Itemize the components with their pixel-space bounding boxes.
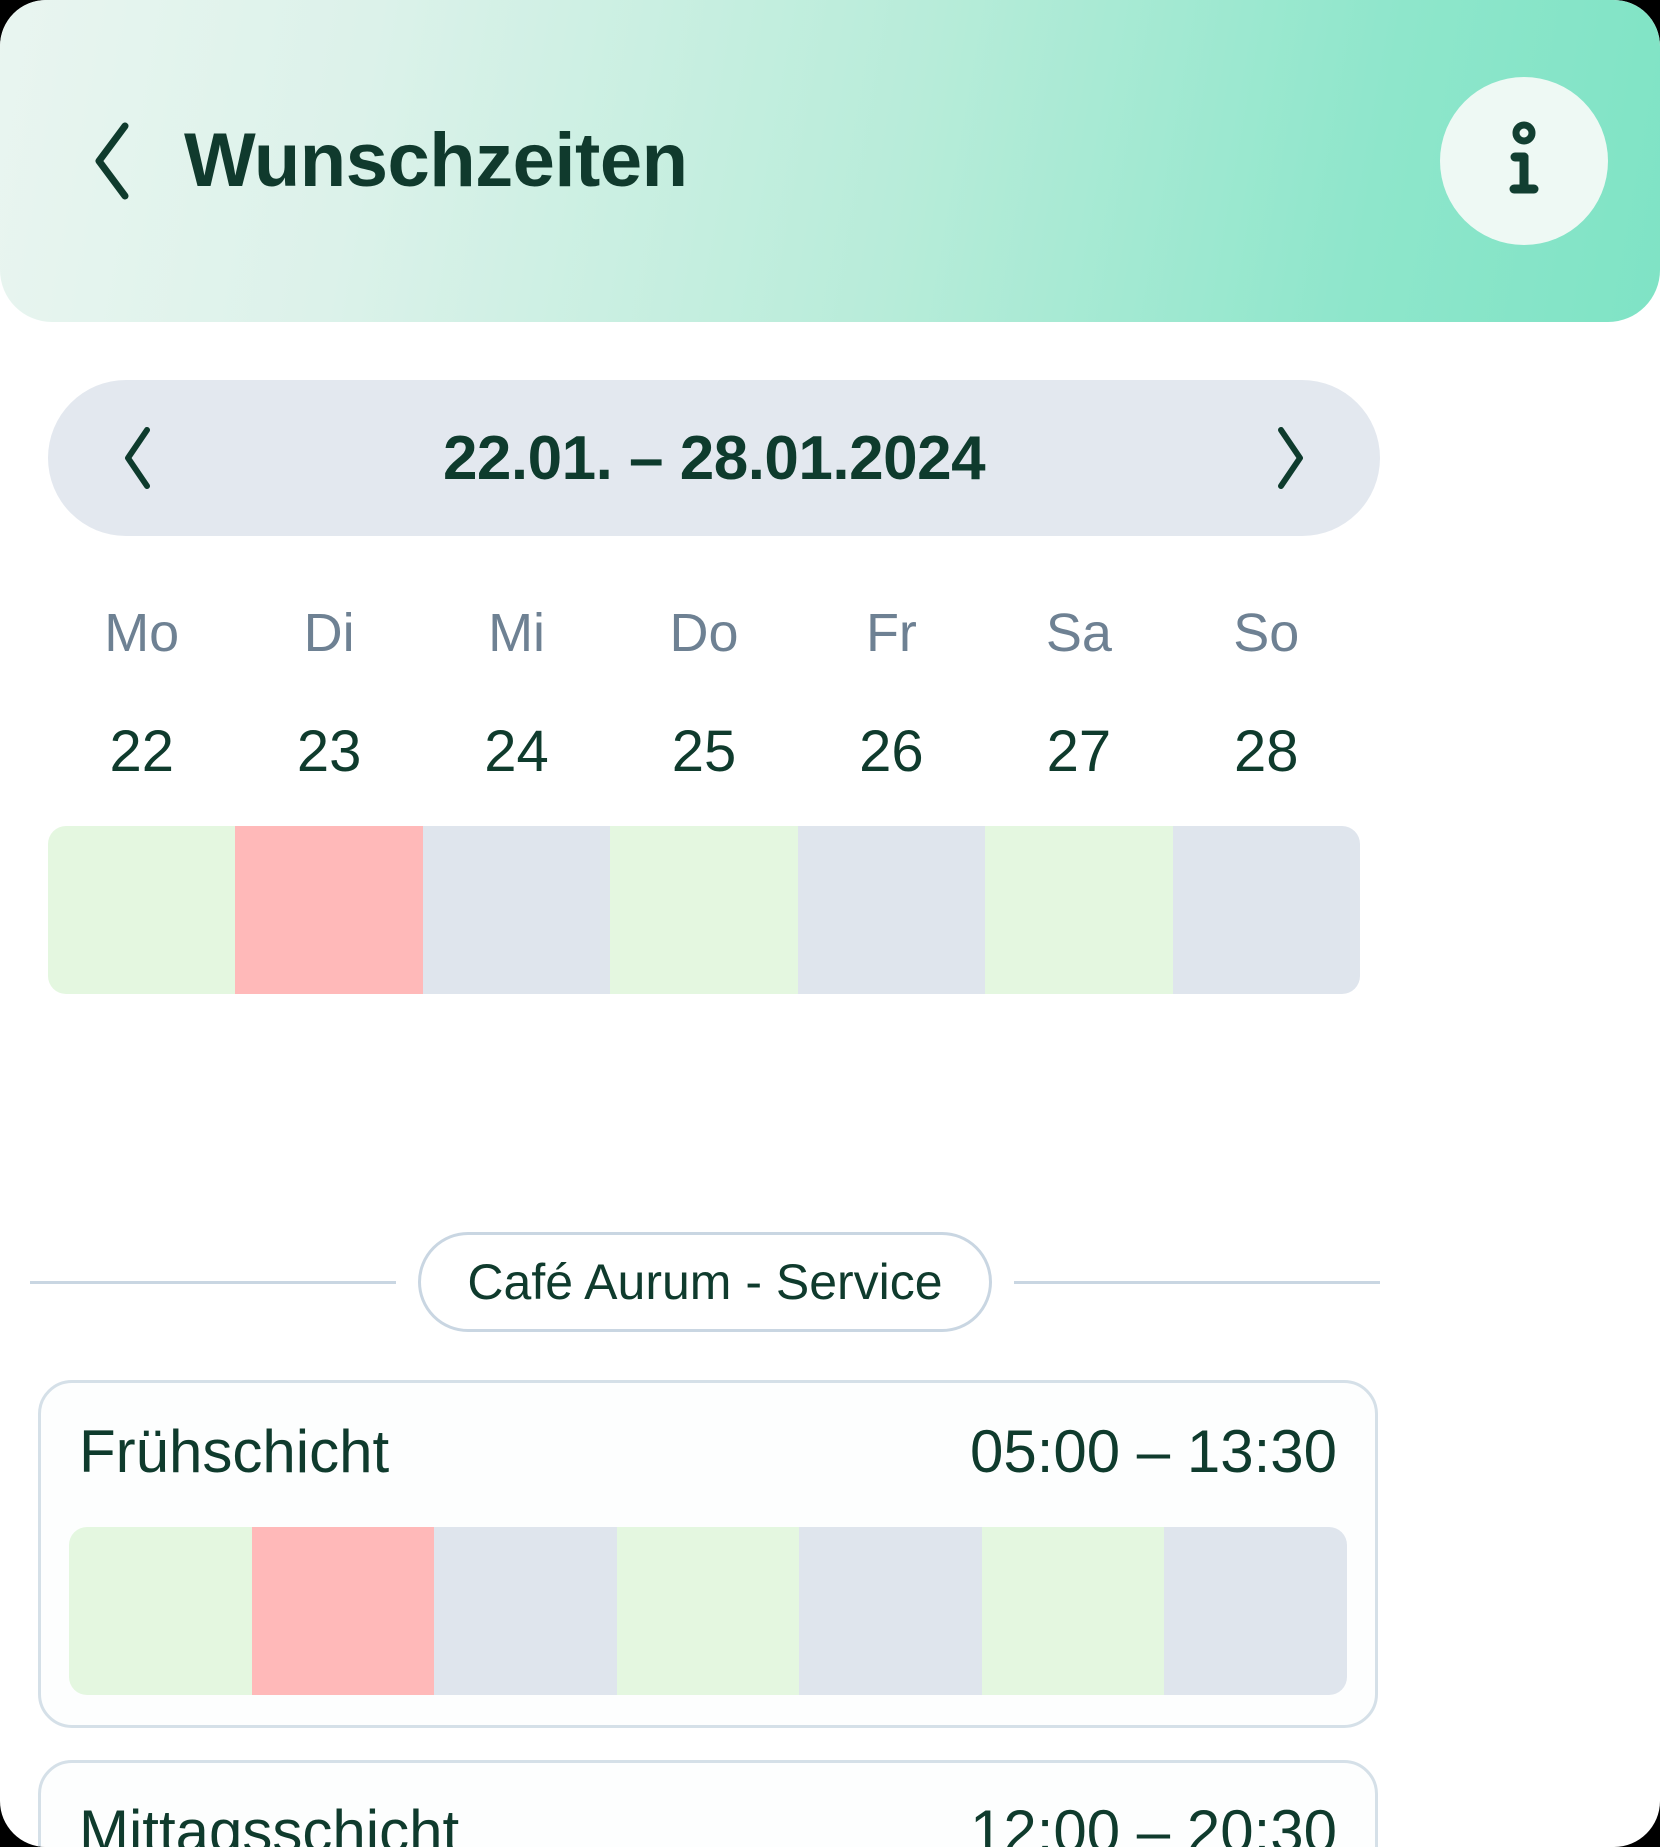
day-availability-swatch[interactable] <box>797 826 986 994</box>
shift-name: Frühschicht <box>79 1418 390 1485</box>
shift-header: Frühschicht 05:00 – 13:30 <box>69 1419 1347 1485</box>
weekday-label: Mi <box>488 603 546 663</box>
day-number-row: 22 23 24 25 26 27 28 <box>48 668 1360 789</box>
info-button[interactable] <box>1440 77 1608 245</box>
section-chip-label: Café Aurum - Service <box>418 1232 992 1332</box>
day-number: 26 <box>859 718 924 784</box>
divider-line-right <box>1013 1280 1381 1284</box>
week-availability-row <box>48 826 1360 994</box>
shift-day-swatch[interactable] <box>616 1527 800 1695</box>
weekday-label: So <box>1233 603 1300 663</box>
day-availability-swatch[interactable] <box>1172 826 1360 994</box>
shift-day-swatch[interactable] <box>799 1527 982 1695</box>
weekday-label: Do <box>669 603 739 663</box>
chevron-left-icon <box>119 425 157 491</box>
app-header: Wunschzeiten <box>0 0 1660 322</box>
chevron-right-icon <box>1271 425 1309 491</box>
day-availability-swatch[interactable] <box>422 826 611 994</box>
info-icon <box>1498 121 1550 201</box>
week-navigator: 22.01. – 28.01.2024 <box>48 380 1380 536</box>
weekday-label: Fr <box>865 603 917 663</box>
shift-day-swatch[interactable] <box>251 1527 435 1695</box>
week-day-grid: Mo Di Mi Do Fr Sa So 22 23 24 25 26 27 28 <box>48 600 1360 994</box>
shift-day-swatch[interactable] <box>69 1527 252 1695</box>
weekday-label: Sa <box>1045 603 1112 663</box>
shift-day-swatch[interactable] <box>981 1527 1165 1695</box>
day-availability-swatch[interactable] <box>985 826 1173 994</box>
divider-line-left <box>30 1280 397 1284</box>
back-button[interactable] <box>84 119 140 203</box>
shift-day-swatch[interactable] <box>1164 1527 1347 1695</box>
weekday-label: Di <box>303 603 355 663</box>
previous-week-button[interactable] <box>102 412 174 504</box>
shift-day-swatch[interactable] <box>434 1527 617 1695</box>
page-title: Wunschzeiten <box>184 118 688 203</box>
day-number: 22 <box>109 718 174 784</box>
day-number: 23 <box>296 718 362 784</box>
day-availability-swatch[interactable] <box>610 826 798 994</box>
day-number: 25 <box>671 718 737 784</box>
shift-card[interactable]: Frühschicht 05:00 – 13:30 <box>38 1380 1378 1728</box>
shift-card[interactable]: Mittagsschicht 12:00 – 20:30 <box>38 1760 1378 1847</box>
section-divider: Café Aurum - Service <box>30 1232 1381 1332</box>
day-number: 27 <box>1046 718 1112 784</box>
day-availability-swatch[interactable] <box>48 826 236 994</box>
next-week-button[interactable] <box>1254 412 1326 504</box>
weekday-label: Mo <box>104 603 180 663</box>
chevron-left-icon <box>89 120 135 202</box>
week-range-label: 22.01. – 28.01.2024 <box>442 423 986 493</box>
day-number: 28 <box>1234 718 1299 784</box>
shift-availability-row <box>69 1527 1347 1695</box>
shift-time-range: 05:00 – 13:30 <box>969 1418 1337 1485</box>
weekday-label-row: Mo Di Mi Do Fr Sa So <box>48 600 1360 668</box>
day-availability-swatch[interactable] <box>235 826 423 994</box>
shift-header: Mittagsschicht 12:00 – 20:30 <box>69 1799 1347 1847</box>
day-number: 24 <box>484 718 549 784</box>
shift-time-range: 12:00 – 20:30 <box>969 1798 1337 1847</box>
shift-name: Mittagsschicht <box>79 1798 460 1847</box>
